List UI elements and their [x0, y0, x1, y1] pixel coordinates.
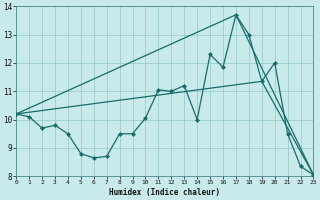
X-axis label: Humidex (Indice chaleur): Humidex (Indice chaleur): [109, 188, 220, 197]
